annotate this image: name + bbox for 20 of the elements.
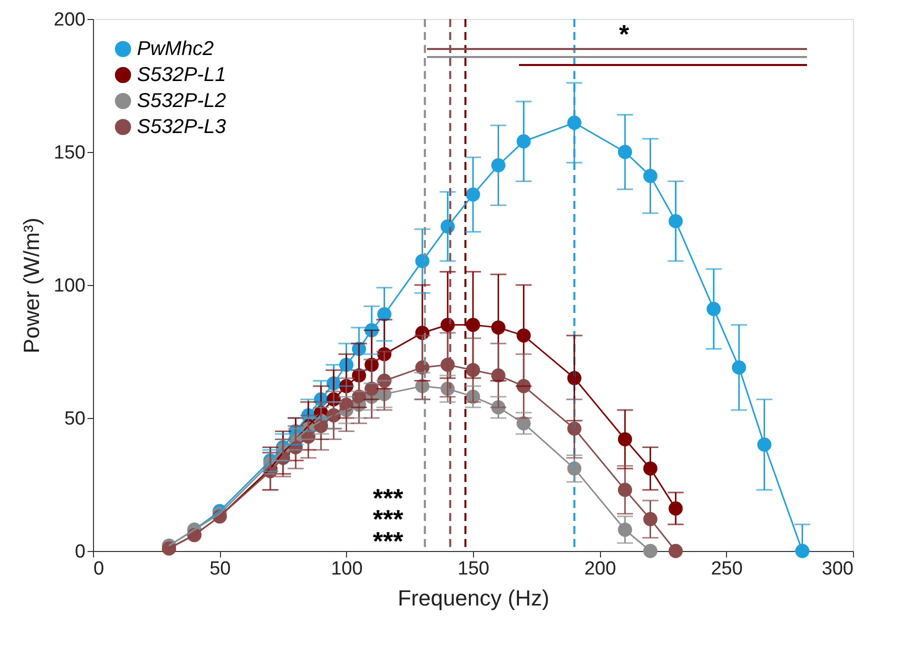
x-tick-label: 200 xyxy=(584,558,616,580)
x-axis-title: Frequency (Hz) xyxy=(398,586,550,610)
y-tick-label: 50 xyxy=(64,408,86,430)
x-tick-label: 150 xyxy=(458,558,490,580)
legend-label: PwMhc2 xyxy=(137,38,214,60)
annotation: * xyxy=(618,19,630,49)
y-tick-label: 150 xyxy=(54,142,86,164)
legend-label: S532P-L2 xyxy=(137,90,226,112)
x-tick-label: 0 xyxy=(94,558,104,580)
annotation: *** xyxy=(372,526,404,556)
legend-label: S532P-L1 xyxy=(137,64,226,86)
x-tick-label: 300 xyxy=(822,558,854,580)
legend-label: S532P-L3 xyxy=(137,116,226,138)
x-tick-label: 250 xyxy=(710,558,743,580)
x-tick-label: 50 xyxy=(210,558,231,580)
y-tick-label: 100 xyxy=(54,276,86,296)
x-tick-label: 100 xyxy=(330,558,363,580)
y-axis-title: Power (W/m³) xyxy=(18,218,44,354)
y-tick-label: 0 xyxy=(74,542,86,562)
y-tick-label: 200 xyxy=(54,10,86,30)
